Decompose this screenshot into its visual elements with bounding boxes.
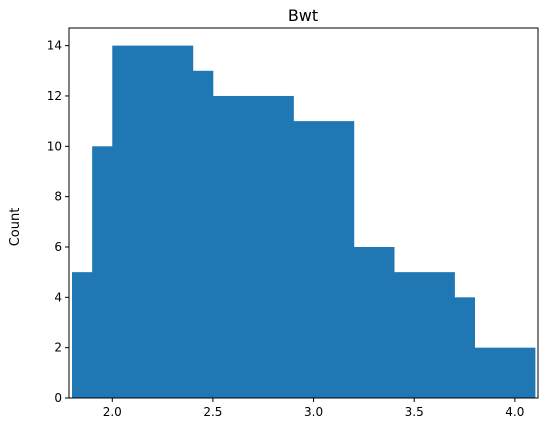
- y-tick-label: 2: [54, 341, 62, 355]
- histogram-bar-2: [112, 45, 194, 399]
- x-tick-label: 4.0: [505, 405, 524, 419]
- x-tick-label: 3.5: [405, 405, 424, 419]
- x-tick-label: 3.0: [304, 405, 323, 419]
- y-tick-label: 12: [47, 89, 62, 103]
- histogram-bar-6: [353, 246, 395, 398]
- bars-group: [72, 45, 536, 399]
- y-tick-label: 4: [54, 290, 62, 304]
- histogram-bar-9: [474, 347, 536, 398]
- plot-frame: [68, 27, 539, 399]
- y-axis-label: Count: [8, 208, 23, 247]
- x-ticks-group: 2.0 2.5 3.0 3.5 4.0: [103, 398, 524, 419]
- histogram-bar-7: [394, 272, 455, 398]
- y-tick-label: 0: [54, 391, 62, 405]
- y-tick-label: 10: [47, 139, 62, 153]
- histogram-bar-5: [293, 121, 355, 398]
- histogram-bar-0: [72, 272, 93, 398]
- histogram-bar-8: [454, 297, 475, 398]
- y-tick-label: 14: [47, 39, 62, 53]
- histogram-bar-4: [212, 95, 294, 399]
- y-tick-label: 6: [54, 240, 62, 254]
- histogram-bar-1: [92, 146, 113, 398]
- histogram-bar-3: [192, 70, 214, 398]
- y-ticks-group: 0 2 4 6 8 10 12 14: [47, 39, 69, 405]
- x-tick-label: 2.5: [203, 405, 222, 419]
- y-tick-label: 8: [54, 190, 62, 204]
- x-tick-label: 2.0: [103, 405, 122, 419]
- chart-title: Bwt: [288, 6, 318, 25]
